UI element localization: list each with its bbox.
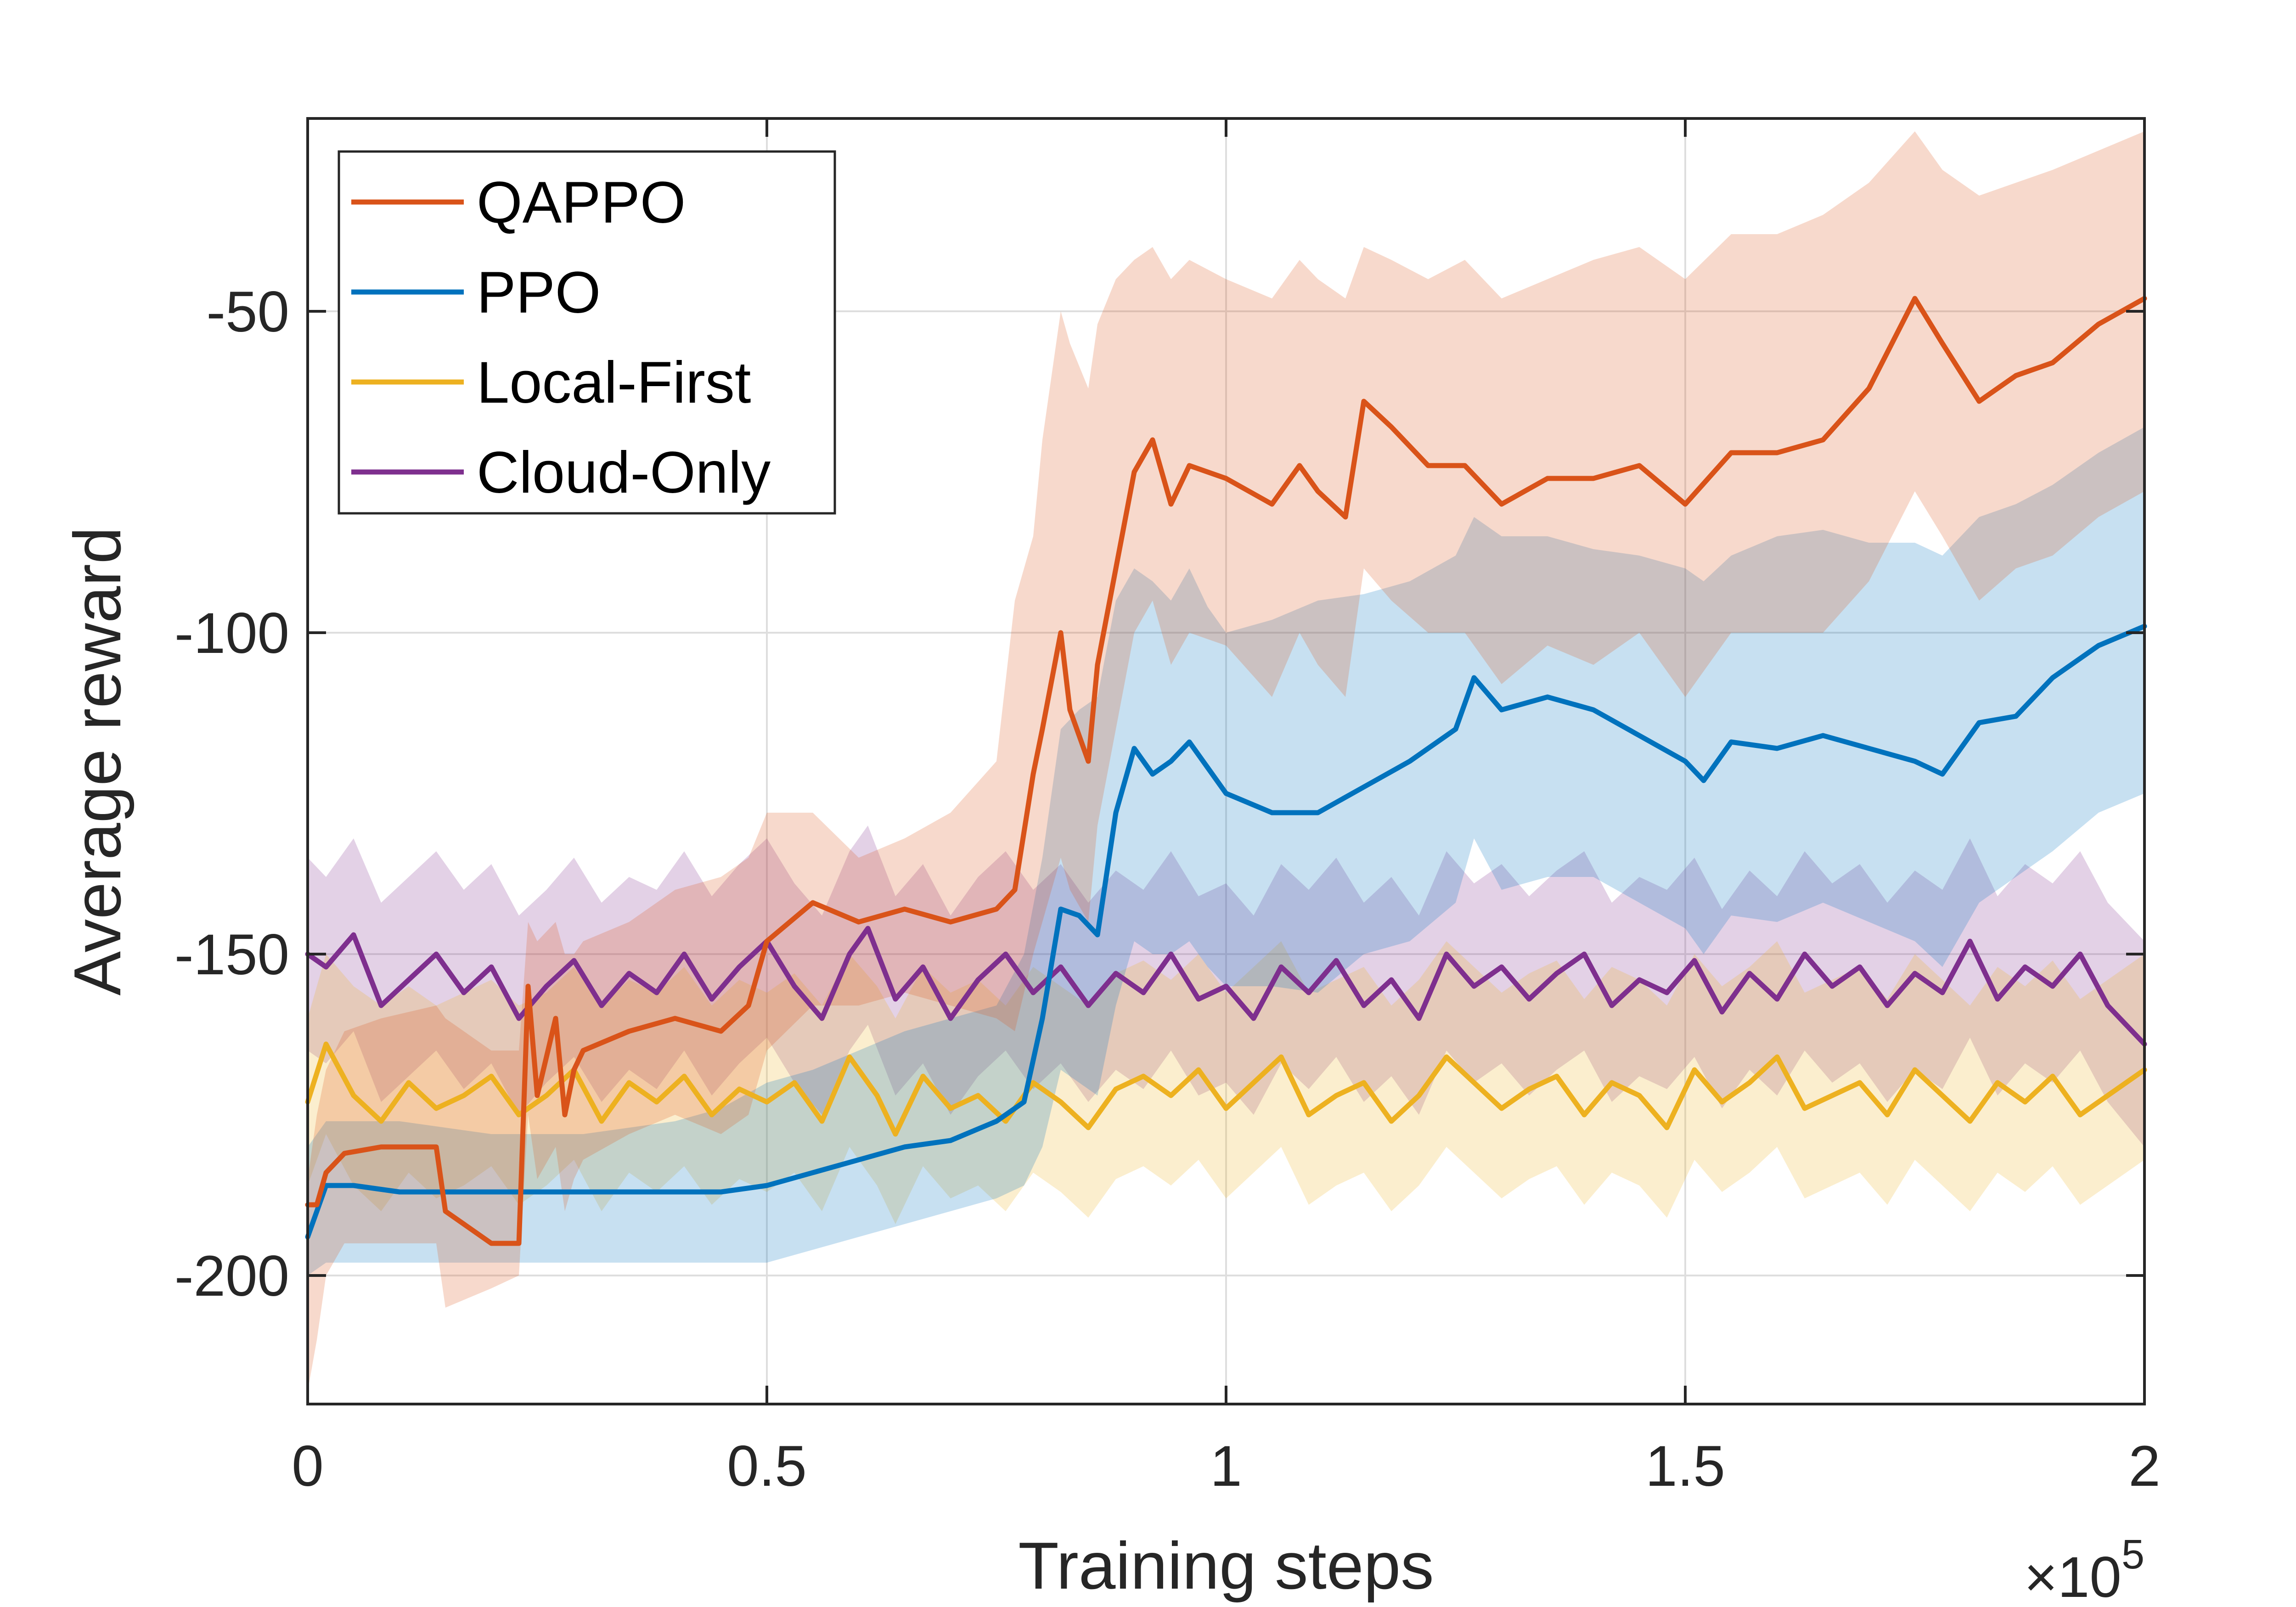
band-ppo <box>308 427 2144 1275</box>
line-qappo <box>305 296 2147 1246</box>
legend-box <box>338 150 836 515</box>
x-tick-labels: 0 0.5 1 1.5 2 <box>292 1434 2161 1498</box>
confidence-bands <box>308 131 2144 1391</box>
legend-label: QAPPO <box>477 170 686 236</box>
x-tick-label: 1.5 <box>1645 1434 1725 1498</box>
y-axis-title: Average reward <box>60 527 135 996</box>
x-tick-label: 2 <box>2128 1434 2161 1498</box>
legend-label: Cloud-Only <box>477 440 771 506</box>
y-tick-label: -100 <box>174 601 289 665</box>
x-axis-title: Training steps <box>1018 1528 1434 1603</box>
series-lines <box>305 296 2147 1246</box>
band-qappo <box>308 131 2144 1391</box>
x-tick-label: 0 <box>292 1434 324 1498</box>
x-tick-label: 0.5 <box>727 1434 807 1498</box>
y-tick-labels: -200 -150 -100 -50 <box>174 280 289 1308</box>
x-exponent-power: 5 <box>2122 1532 2144 1578</box>
x-exponent-base: ×10 <box>2024 1545 2122 1607</box>
line-cloud-only <box>305 926 2147 1047</box>
legend-label: Local-First <box>477 350 751 416</box>
line-ppo <box>305 624 2147 1240</box>
x-tick-label: 1 <box>1210 1434 1242 1498</box>
y-tick-label: -150 <box>174 923 289 987</box>
band-local-first <box>308 941 2144 1224</box>
legend-label: PPO <box>477 260 601 326</box>
axis-ticks <box>306 118 2146 1404</box>
y-tick-label: -200 <box>174 1244 289 1308</box>
legend: QAPPO PPO Local-First Cloud-Only <box>338 150 836 515</box>
x-axis-exponent: ×105 <box>2024 1532 2144 1607</box>
y-tick-label: -50 <box>206 280 289 344</box>
line-local-first <box>305 1041 2147 1137</box>
